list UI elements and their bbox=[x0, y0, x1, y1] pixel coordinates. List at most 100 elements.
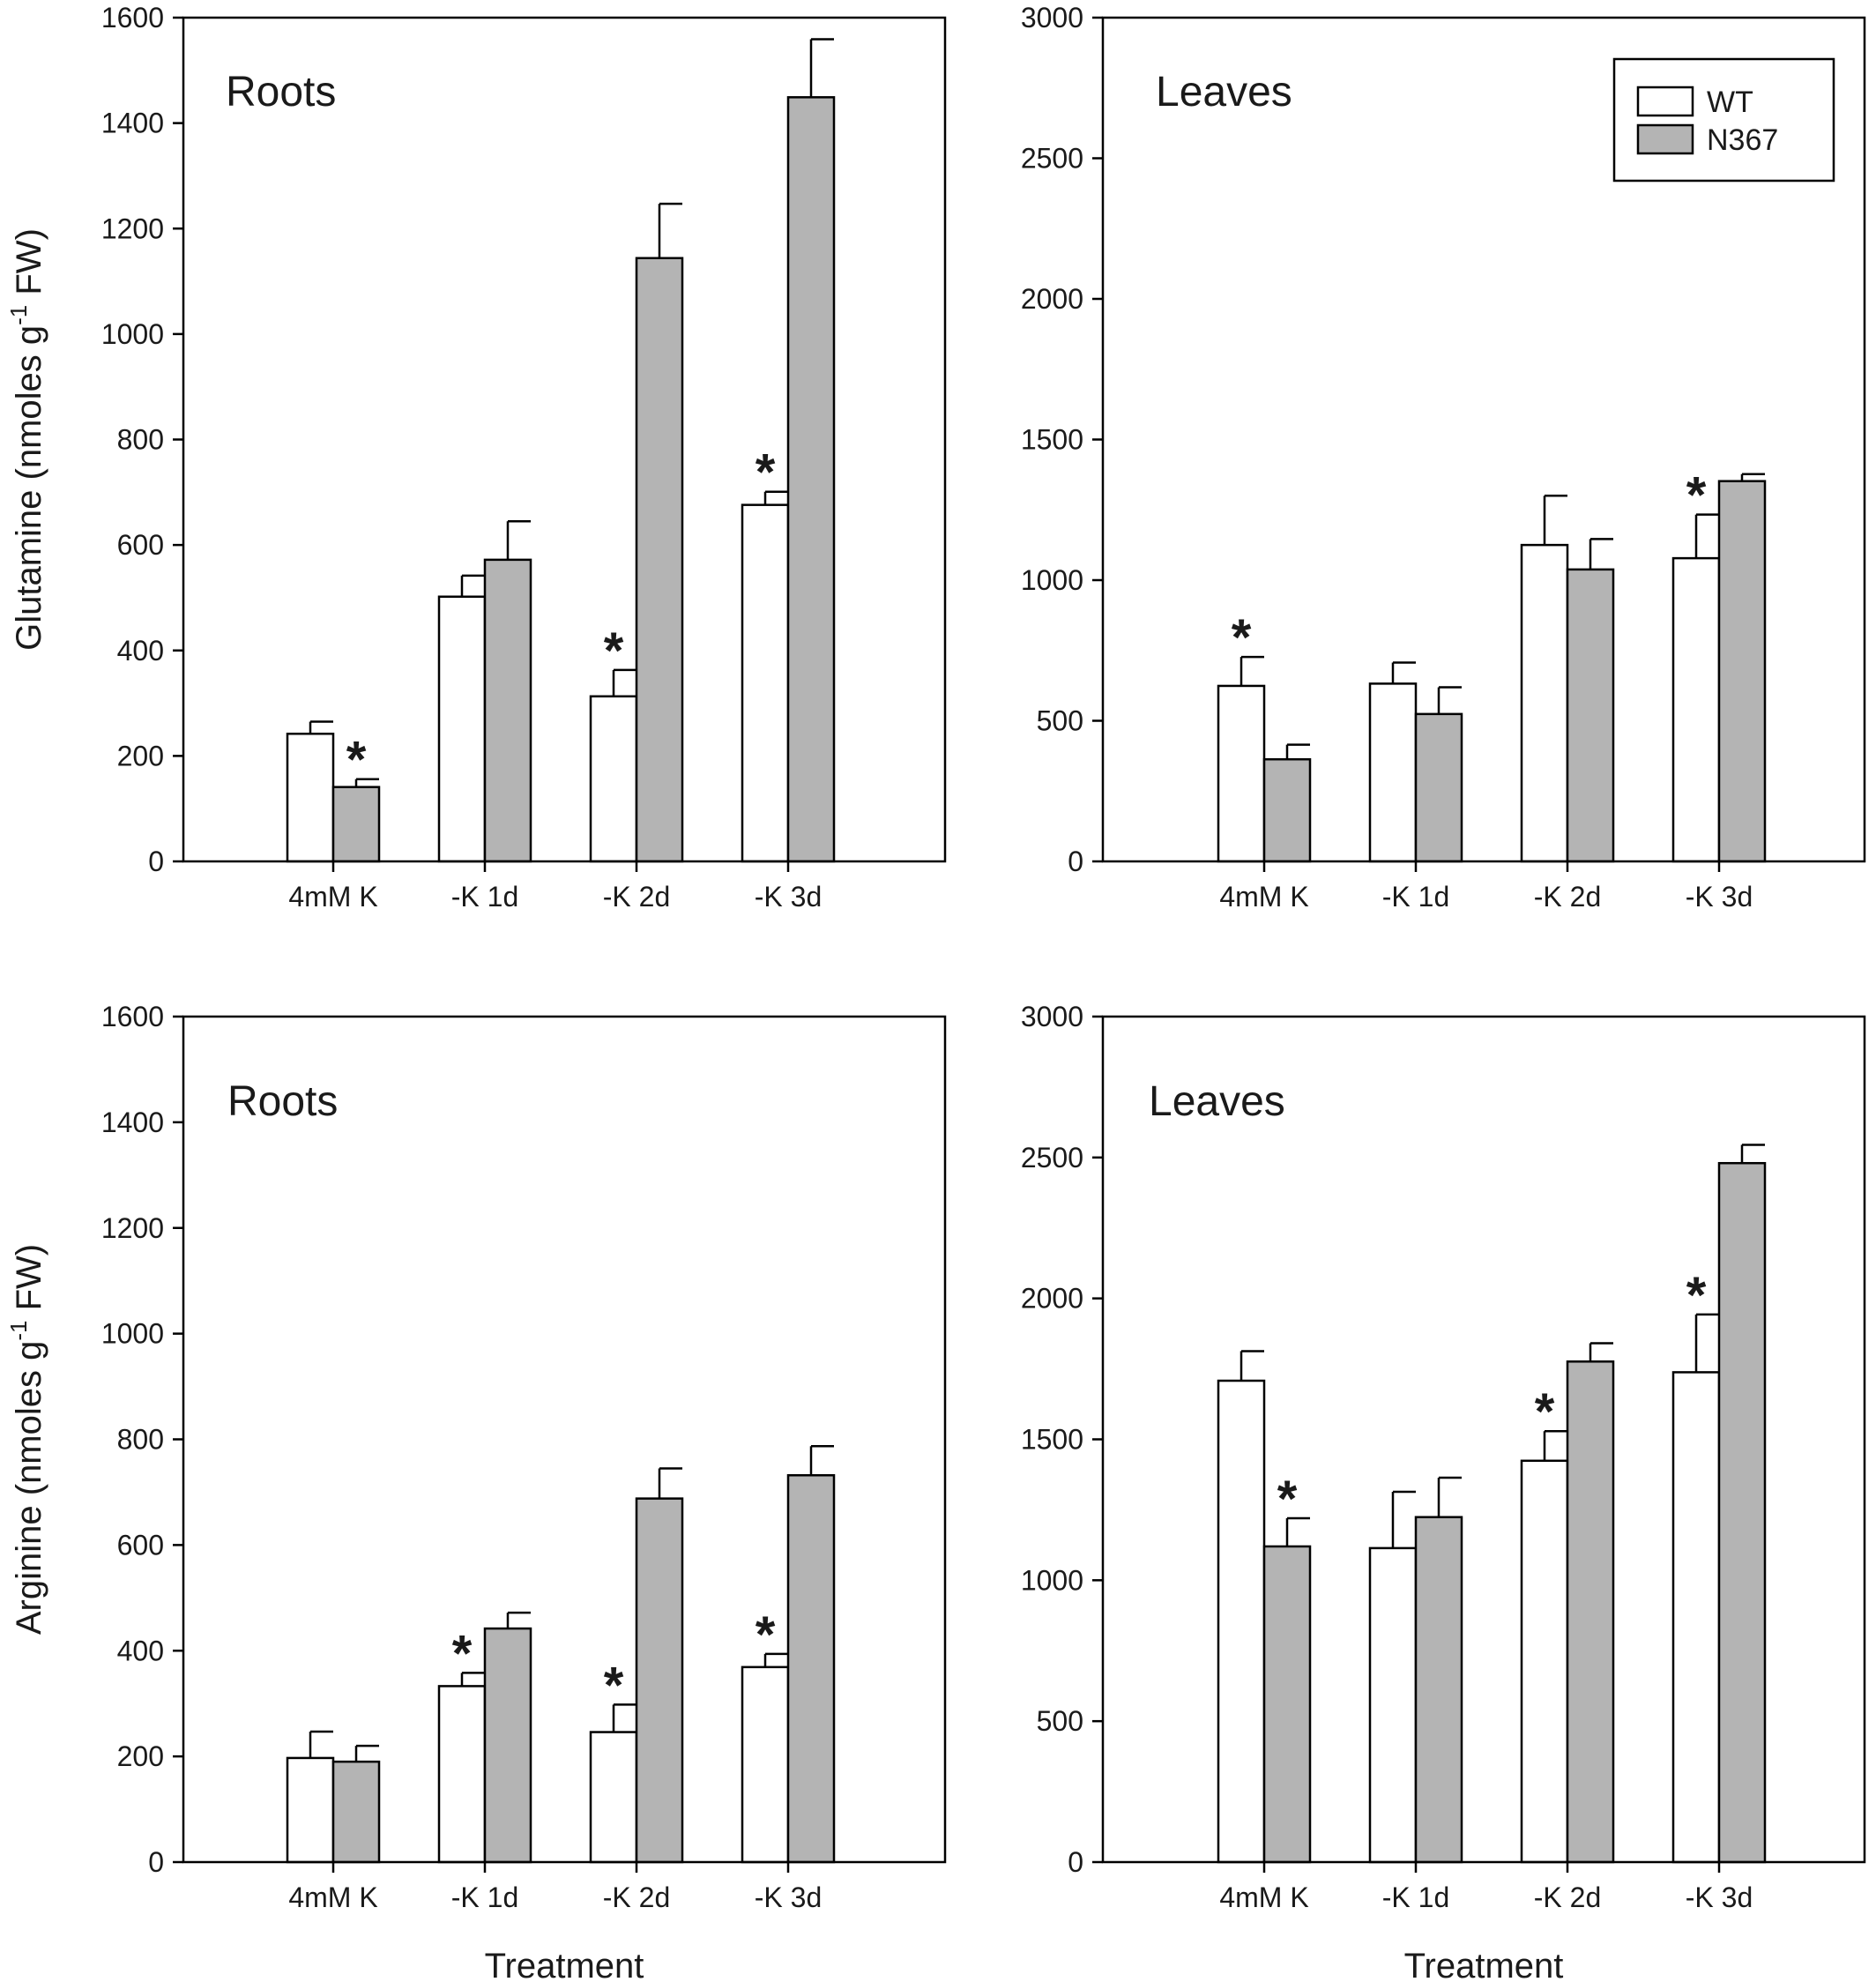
panel-title: Roots bbox=[227, 1078, 338, 1125]
x-tick-label: 4mM K bbox=[288, 881, 377, 913]
y-tick-label: 1500 bbox=[1021, 1424, 1083, 1456]
y-tick-label: 1000 bbox=[1021, 564, 1083, 596]
x-tick-label: -K 2d bbox=[603, 1881, 670, 1913]
y-tick-label: 600 bbox=[117, 1529, 164, 1561]
y-tick-label: 2000 bbox=[1021, 283, 1083, 315]
y-tick-label: 2000 bbox=[1021, 1283, 1083, 1315]
y-tick-label: 1000 bbox=[101, 1318, 164, 1350]
error-bar-n367-4 bbox=[1740, 473, 1765, 481]
error-bar-n367-1 bbox=[1285, 1516, 1310, 1546]
significance-star: * bbox=[756, 444, 776, 502]
bar-wt-4 bbox=[741, 1665, 790, 1864]
x-tick-label: -K 1d bbox=[1382, 1881, 1449, 1913]
bar-n367-3 bbox=[1566, 568, 1615, 863]
y-axis-title: Arginine (nmoles g-1 FW) bbox=[5, 1244, 48, 1635]
chart-panel-1: * * * 0 200 400 600 800 1000 1200 1400 1600 4mM K -K … bbox=[5, 2, 947, 913]
chart-panel-3: * * * 0 200 400 600 800 1000 1200 1400 1600 4mM K -K … bbox=[5, 1001, 947, 1982]
error-bar-n367-3 bbox=[1589, 1342, 1613, 1362]
y-tick-label: 0 bbox=[148, 1846, 164, 1878]
legend-swatch-n367 bbox=[1636, 123, 1694, 155]
error-bar-wt-3 bbox=[1543, 495, 1567, 546]
error-bar-wt-1 bbox=[309, 720, 333, 734]
bar-wt-1 bbox=[286, 1756, 335, 1864]
error-bar-wt-2 bbox=[1391, 661, 1416, 684]
error-bar-n367-2 bbox=[1437, 686, 1462, 714]
significance-star: * bbox=[756, 1606, 776, 1664]
y-tick-label: 0 bbox=[1068, 846, 1083, 877]
y-tick-label: 3000 bbox=[1021, 1001, 1083, 1032]
significance-star: * bbox=[346, 732, 367, 789]
bar-n367-1 bbox=[1262, 757, 1312, 863]
bar-wt-3 bbox=[1520, 1459, 1569, 1864]
bar-n367-4 bbox=[786, 96, 836, 863]
x-tick-label: -K 1d bbox=[451, 1881, 518, 1913]
x-tick-label: -K 3d bbox=[1686, 881, 1753, 913]
y-axis-title: Glutamine (nmoles g-1 FW) bbox=[5, 228, 48, 651]
bar-wt-2 bbox=[437, 595, 487, 863]
x-tick-label: -K 2d bbox=[603, 881, 670, 913]
x-tick-label: -K 1d bbox=[1382, 881, 1449, 913]
y-tick-label: 600 bbox=[117, 529, 164, 561]
error-bar-wt-4 bbox=[1694, 513, 1719, 559]
bar-wt-1 bbox=[1217, 684, 1266, 863]
x-tick-label: 4mM K bbox=[288, 1881, 377, 1913]
significance-star: * bbox=[1535, 1383, 1555, 1441]
error-bar-n367-2 bbox=[1437, 1476, 1462, 1517]
bar-wt-4 bbox=[1671, 1371, 1721, 1864]
bar-n367-2 bbox=[483, 558, 532, 863]
significance-star: * bbox=[452, 1625, 473, 1682]
bar-wt-4 bbox=[1671, 556, 1721, 863]
y-tick-label: 0 bbox=[148, 846, 164, 877]
significance-star: * bbox=[1232, 609, 1252, 667]
x-axis-title: Treatment bbox=[485, 1947, 644, 1982]
bar-wt-2 bbox=[437, 1685, 487, 1864]
y-tick-label: 1500 bbox=[1021, 424, 1083, 456]
x-tick-label: -K 3d bbox=[755, 881, 822, 913]
x-tick-label: -K 3d bbox=[1686, 1881, 1753, 1913]
bar-n367-1 bbox=[1262, 1545, 1312, 1864]
bar-n367-3 bbox=[635, 257, 684, 863]
error-bar-wt-4 bbox=[763, 1652, 788, 1667]
x-tick-label: -K 3d bbox=[755, 1881, 822, 1913]
error-bar-wt-4 bbox=[1694, 1313, 1719, 1373]
y-tick-label: 2500 bbox=[1021, 1142, 1083, 1174]
y-tick-label: 0 bbox=[1068, 1846, 1083, 1878]
panel-title: Leaves bbox=[1149, 1078, 1285, 1125]
error-bar-wt-2 bbox=[460, 574, 485, 597]
bar-wt-1 bbox=[286, 733, 335, 863]
error-bar-wt-1 bbox=[1240, 1350, 1264, 1382]
y-tick-label: 2500 bbox=[1021, 143, 1083, 175]
error-bar-n367-3 bbox=[658, 202, 682, 258]
error-bar-n367-3 bbox=[658, 1467, 682, 1499]
legend: WT N367 bbox=[1612, 57, 1835, 183]
bar-n367-2 bbox=[483, 1627, 532, 1864]
x-axis-title: Treatment bbox=[1404, 1947, 1564, 1982]
bar-n367-4 bbox=[1717, 1161, 1767, 1864]
panel-title: Leaves bbox=[1156, 69, 1292, 115]
y-tick-label: 1600 bbox=[101, 2, 164, 34]
x-tick-label: -K 1d bbox=[451, 881, 518, 913]
y-tick-label: 1000 bbox=[101, 318, 164, 350]
bar-wt-3 bbox=[589, 695, 638, 863]
significance-star: * bbox=[604, 622, 624, 680]
legend-label-wt: WT bbox=[1707, 86, 1753, 119]
error-bar-n367-4 bbox=[809, 38, 834, 98]
y-tick-label: 1600 bbox=[101, 1001, 164, 1032]
error-bar-wt-1 bbox=[1240, 655, 1264, 686]
significance-star: * bbox=[604, 1657, 624, 1714]
y-tick-label: 1400 bbox=[101, 1106, 164, 1138]
y-tick-label: 800 bbox=[117, 1424, 164, 1456]
bar-n367-3 bbox=[635, 1497, 684, 1864]
bar-n367-2 bbox=[1414, 1516, 1463, 1864]
bar-n367-1 bbox=[331, 1760, 381, 1864]
bar-wt-2 bbox=[1368, 1546, 1418, 1864]
error-bar-wt-1 bbox=[309, 1730, 333, 1758]
bar-n367-4 bbox=[786, 1474, 836, 1864]
y-tick-label: 200 bbox=[117, 1740, 164, 1772]
significance-star: * bbox=[1686, 467, 1707, 525]
x-tick-label: -K 2d bbox=[1534, 1881, 1601, 1913]
error-bar-n367-4 bbox=[809, 1445, 834, 1476]
bar-n367-4 bbox=[1717, 480, 1767, 863]
bar-n367-2 bbox=[1414, 712, 1463, 863]
